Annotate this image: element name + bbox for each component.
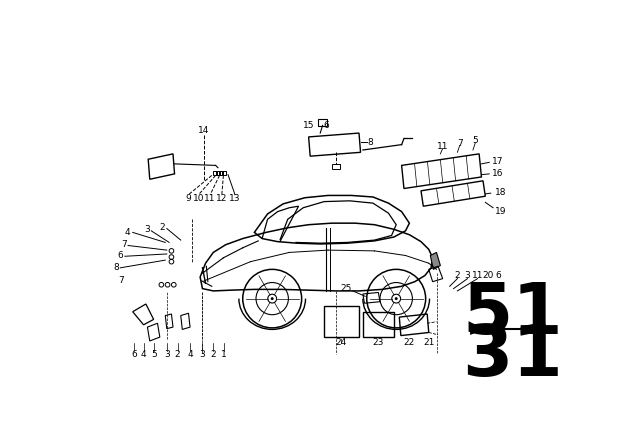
Text: 1: 1 [221, 349, 227, 358]
Text: 2: 2 [454, 271, 460, 280]
Text: 11: 11 [437, 142, 449, 151]
Polygon shape [430, 252, 440, 269]
Text: 6: 6 [117, 251, 123, 260]
Text: 14: 14 [198, 126, 210, 135]
Text: 11: 11 [472, 271, 483, 280]
Text: 2: 2 [175, 349, 180, 358]
Text: 6: 6 [131, 349, 137, 358]
Circle shape [395, 297, 397, 300]
Text: 7: 7 [118, 276, 124, 285]
Text: 16: 16 [492, 168, 504, 177]
Text: 2: 2 [211, 349, 216, 358]
Text: 6: 6 [324, 121, 330, 130]
Text: 4: 4 [125, 228, 131, 237]
Text: 4: 4 [141, 349, 147, 358]
Text: 22: 22 [404, 338, 415, 347]
Text: 24: 24 [335, 338, 347, 347]
Text: 3: 3 [199, 349, 205, 358]
Text: 5: 5 [472, 136, 478, 145]
Text: 23: 23 [372, 338, 384, 347]
Text: 7: 7 [457, 138, 463, 147]
Text: 7: 7 [121, 240, 127, 249]
Text: 3: 3 [164, 349, 170, 358]
Text: 4: 4 [188, 349, 193, 358]
Text: 51: 51 [462, 280, 563, 349]
Text: 20: 20 [483, 271, 494, 280]
Text: 18: 18 [495, 188, 506, 197]
Circle shape [271, 297, 274, 300]
Text: 31: 31 [462, 322, 563, 391]
Text: 8: 8 [367, 138, 372, 147]
Text: 2: 2 [159, 223, 165, 232]
Text: 12: 12 [216, 194, 227, 203]
Text: 9: 9 [186, 194, 191, 203]
Text: 10: 10 [193, 194, 204, 203]
Text: 3: 3 [144, 225, 150, 234]
Text: 5: 5 [152, 349, 157, 358]
Text: 11: 11 [204, 194, 216, 203]
Text: 19: 19 [495, 207, 507, 216]
Text: 21: 21 [423, 338, 435, 347]
Text: 6: 6 [495, 271, 501, 280]
Text: 3: 3 [465, 271, 470, 280]
Text: 13: 13 [229, 194, 241, 203]
Text: 17: 17 [492, 157, 504, 166]
Text: 25: 25 [340, 284, 351, 293]
Text: 8: 8 [113, 263, 119, 272]
Text: 15: 15 [303, 121, 315, 130]
